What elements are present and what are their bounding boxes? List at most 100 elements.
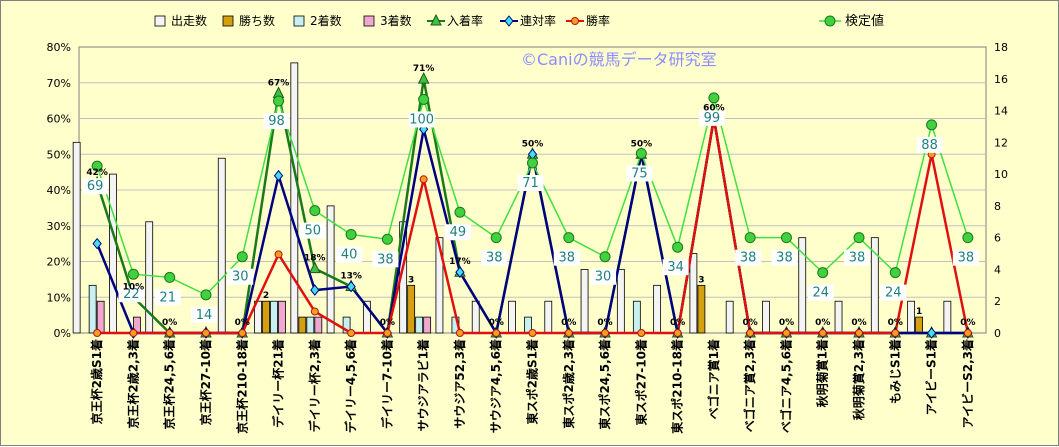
rate-label: 0% bbox=[815, 318, 830, 328]
category-label: ベゴニア賞2,3着 bbox=[742, 339, 757, 432]
category-label: アイビーS2,3着 bbox=[960, 339, 975, 428]
legend-label: 3着数 bbox=[380, 13, 412, 28]
value-label-background bbox=[807, 284, 834, 301]
marker-検定値 bbox=[599, 251, 611, 263]
marker-検定値 bbox=[672, 241, 684, 253]
marker-勝率 bbox=[564, 329, 573, 337]
value-label: 49 bbox=[450, 225, 467, 240]
value-label: 38 bbox=[776, 251, 793, 266]
marker-検定値 bbox=[889, 267, 901, 279]
left-axis-tick-label: 20% bbox=[47, 256, 71, 269]
marker-勝率 bbox=[963, 329, 972, 337]
bar-出走数 bbox=[326, 205, 335, 334]
rate-label: 0% bbox=[851, 318, 866, 328]
marker-検定値 bbox=[744, 232, 756, 244]
rate-label: 0% bbox=[235, 318, 250, 328]
bar-勝ち数 bbox=[697, 284, 706, 334]
marker-検定値 bbox=[418, 93, 430, 105]
value-label-background bbox=[227, 268, 254, 285]
win-count-label: 2 bbox=[263, 291, 269, 301]
marker-勝率 bbox=[238, 329, 247, 337]
marker-勝率 bbox=[419, 175, 428, 184]
rate-label: 0% bbox=[380, 318, 395, 328]
value-label: 98 bbox=[268, 114, 285, 129]
bar-2着数 bbox=[415, 316, 424, 334]
marker-勝率 bbox=[746, 329, 755, 337]
bar-出走数 bbox=[72, 141, 81, 334]
marker-勝率 bbox=[855, 329, 864, 337]
rate-label: 0% bbox=[779, 318, 794, 328]
value-label-background bbox=[735, 249, 762, 266]
category-label: ベゴニア4,5,6着 bbox=[778, 339, 793, 433]
legend-label: 検定値 bbox=[845, 13, 884, 29]
value-label: 24 bbox=[812, 286, 829, 301]
bar-勝ち数 bbox=[262, 300, 270, 334]
value-label: 21 bbox=[159, 290, 176, 305]
legend-swatch bbox=[222, 15, 234, 27]
bar-2着数 bbox=[632, 300, 641, 334]
marker-勝率 bbox=[492, 329, 501, 337]
marker-勝率 bbox=[201, 329, 210, 337]
legend-label: 入着率 bbox=[447, 13, 483, 28]
legend-swatch bbox=[293, 15, 305, 27]
value-label-background bbox=[154, 289, 181, 306]
bar-2着数 bbox=[88, 284, 97, 334]
rate-label: 17% bbox=[449, 257, 471, 267]
left-axis-tick-label: 30% bbox=[47, 220, 71, 233]
value-label-background bbox=[916, 136, 943, 153]
category-label: ベゴニア賞1着 bbox=[706, 339, 721, 419]
marker-入着率 bbox=[417, 72, 430, 84]
rate-label: 0% bbox=[670, 318, 685, 328]
category-label: デイリー杯21着 bbox=[271, 339, 286, 428]
rate-label: 0% bbox=[960, 318, 975, 328]
value-label: 40 bbox=[341, 247, 358, 262]
value-label: 38 bbox=[377, 252, 394, 267]
rate-label: 50% bbox=[522, 139, 544, 149]
rate-label: 60% bbox=[703, 104, 725, 114]
rate-label: 10% bbox=[123, 282, 145, 292]
legend-label: 勝率 bbox=[586, 13, 610, 28]
marker-連対率 bbox=[346, 280, 356, 293]
rate-label: 67% bbox=[268, 78, 290, 88]
legend-marker bbox=[824, 15, 836, 27]
bar-出走数 bbox=[435, 237, 444, 334]
bar-勝ち数 bbox=[407, 284, 416, 334]
right-axis-tick-label: 14 bbox=[994, 105, 1008, 118]
rate-label: 71% bbox=[413, 64, 435, 74]
value-label-background bbox=[698, 109, 725, 126]
value-label-background bbox=[299, 222, 326, 239]
value-label: 14 bbox=[196, 308, 213, 323]
rate-label: 0% bbox=[597, 318, 612, 328]
marker-検定値 bbox=[490, 232, 502, 244]
bar-出走数 bbox=[217, 157, 226, 334]
value-label: 38 bbox=[559, 251, 576, 266]
bar-出走数 bbox=[290, 62, 299, 334]
category-label: デイリー杯2,3着 bbox=[307, 339, 322, 432]
watermark: ©Caniの競馬データ研究室 bbox=[521, 50, 717, 69]
right-axis-tick-label: 2 bbox=[994, 295, 1001, 308]
value-label: 99 bbox=[704, 111, 721, 126]
bar-出走数 bbox=[943, 300, 952, 334]
category-label: 東スポ2歳2,3着 bbox=[561, 339, 576, 429]
value-label-background bbox=[190, 306, 217, 323]
marker-連対率 bbox=[455, 266, 465, 279]
value-label-background bbox=[626, 165, 653, 182]
value-label-background bbox=[553, 249, 580, 266]
bar-出走数 bbox=[762, 300, 770, 334]
left-axis-tick-label: 50% bbox=[47, 148, 71, 161]
marker-連対率 bbox=[310, 284, 320, 296]
legend-label: 2着数 bbox=[310, 13, 342, 28]
value-label: 50 bbox=[305, 224, 322, 239]
marker-検定値 bbox=[454, 206, 466, 218]
category-label: もみじS1着 bbox=[887, 339, 902, 404]
category-label: 京王杯2歳2,3着 bbox=[125, 339, 140, 429]
category-label: サウジア52,3着 bbox=[452, 339, 467, 429]
rate-label: 18% bbox=[304, 254, 326, 264]
value-label-background bbox=[118, 286, 145, 303]
category-label: 東スポ24,5,6着 bbox=[597, 339, 612, 430]
right-axis-tick-label: 10 bbox=[994, 168, 1008, 181]
value-label-background bbox=[517, 174, 544, 191]
value-label-background bbox=[771, 249, 798, 266]
legend-marker bbox=[504, 15, 514, 27]
